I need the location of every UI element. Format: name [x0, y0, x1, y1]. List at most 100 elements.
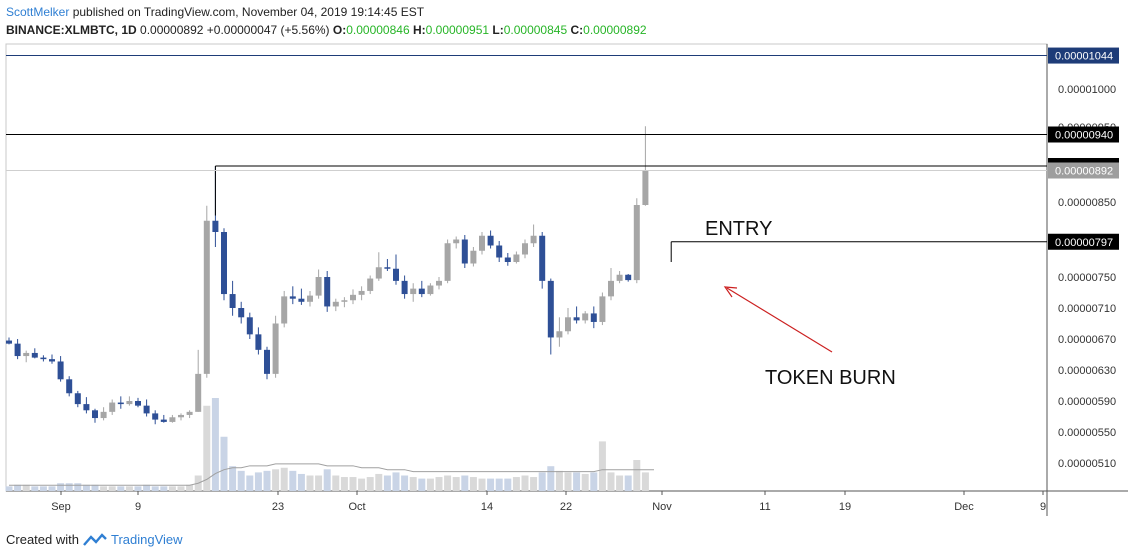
candle-body	[625, 274, 632, 281]
volume-bar	[349, 477, 357, 491]
price-tag-bg	[1048, 233, 1119, 250]
volume-bar	[39, 486, 47, 491]
x-axis-ticks: Sep 9 23 Oct 14 22 Nov 11 19 Dec 9	[51, 491, 1046, 513]
candle-body	[599, 296, 606, 322]
volume-bar	[272, 469, 280, 491]
volume-bar	[280, 467, 288, 491]
volume-bar	[521, 475, 529, 491]
candle-body	[31, 352, 38, 358]
candle-body	[178, 414, 184, 418]
tradingview-brand[interactable]: TradingView	[110, 532, 183, 547]
volume-bar	[91, 484, 99, 491]
annotation-arrow-head	[723, 286, 738, 298]
volume-bar	[504, 478, 512, 491]
candle-body	[367, 278, 374, 291]
publish-info: ScottMelker published on TradingView.com…	[6, 4, 424, 21]
candle-body	[350, 294, 356, 301]
candle-body	[57, 361, 64, 380]
candle-body	[126, 401, 133, 405]
candle-body	[23, 352, 30, 357]
volume-bar	[220, 436, 228, 491]
y-tick-label: 0.00000670	[1058, 334, 1116, 346]
volume-bar	[22, 484, 30, 491]
volume-bar	[547, 466, 555, 491]
tradingview-logo-icon	[83, 532, 107, 546]
volume-bar	[65, 483, 73, 491]
candle-body	[195, 373, 202, 412]
candle-body	[582, 313, 589, 321]
candle-body	[143, 405, 150, 414]
y-tick-label: 0.00000590	[1058, 396, 1116, 408]
price-tag-label: 0.00001044	[1055, 51, 1113, 63]
volume-bar	[323, 469, 331, 491]
price-tag-label: 0.00000892	[1055, 166, 1113, 178]
volume-bar	[237, 470, 245, 491]
volume-bar	[401, 475, 409, 491]
candle-body	[203, 220, 210, 374]
volume-bar	[108, 486, 116, 491]
x-tick-label: 9	[1040, 501, 1046, 513]
y-tick-label: 0.00001000	[1058, 84, 1116, 96]
y-tick-label: 0.00000550	[1058, 427, 1116, 439]
volume-bar	[48, 486, 56, 491]
ohlc-bar: BINANCE:XLMBTC, 1D 0.00000892 +0.0000004…	[6, 22, 647, 39]
candle-body	[539, 235, 546, 281]
candle-body	[92, 410, 98, 419]
volume-bar	[383, 475, 391, 491]
y-tick-label: 0.00000510	[1058, 458, 1116, 470]
volume-bar	[487, 478, 495, 491]
candle-body	[221, 232, 227, 295]
symbol-label: BINANCE:XLMBTC, 1D	[6, 23, 137, 37]
candle-body	[410, 288, 417, 295]
volume-bar	[581, 473, 589, 491]
price-chart[interactable]: 0.000010000.000009500.000008500.00000750…	[0, 40, 1128, 555]
candle-body	[487, 235, 494, 246]
volume-bar	[340, 477, 348, 491]
volume-bar	[100, 486, 108, 491]
volume-bar	[254, 472, 262, 491]
price-change: +0.00000047 (+5.56%)	[206, 23, 330, 37]
low-label: L:	[492, 23, 504, 37]
volume-bar	[435, 477, 443, 491]
volume-bar	[564, 472, 572, 491]
volume-bar	[469, 477, 477, 491]
volume-bar	[392, 472, 400, 491]
candle-body	[461, 239, 468, 264]
annotation-token-burn: TOKEN BURN	[765, 367, 896, 389]
candle-body	[453, 239, 460, 244]
volume-bar	[151, 486, 159, 491]
volume-bar	[289, 470, 297, 491]
candle-body	[272, 323, 279, 374]
annotation-arrow-line	[726, 287, 833, 353]
annotation-entry: ENTRY	[705, 218, 772, 240]
candle-body	[238, 308, 245, 318]
candle-body	[152, 413, 159, 420]
volume-bar	[512, 477, 520, 491]
volume-bar	[358, 478, 366, 491]
volume-bar	[530, 477, 538, 491]
volume-bar	[495, 478, 503, 491]
volume-bar	[452, 477, 460, 491]
candle-body	[513, 254, 520, 262]
volume-bar	[573, 472, 581, 491]
volume-bar	[125, 486, 133, 491]
author-link[interactable]: ScottMelker	[6, 5, 70, 19]
candle-body	[307, 295, 313, 302]
candle-body	[281, 296, 288, 324]
candle-body	[556, 331, 563, 338]
candle-body	[49, 359, 55, 362]
candle-body	[332, 301, 339, 307]
volume-bar	[478, 478, 486, 491]
volume-bar	[31, 486, 39, 491]
volume-bar	[616, 475, 624, 491]
candle-body	[14, 343, 21, 357]
candle-body	[212, 220, 219, 232]
high-label: H:	[412, 23, 426, 37]
volume-bar	[624, 475, 632, 491]
candle-body	[298, 298, 305, 302]
volume-bar	[332, 475, 340, 491]
volume-bar	[160, 486, 168, 491]
footer: Created with TradingView	[6, 532, 183, 547]
candle-body	[530, 235, 537, 244]
volume-bar	[641, 472, 649, 491]
